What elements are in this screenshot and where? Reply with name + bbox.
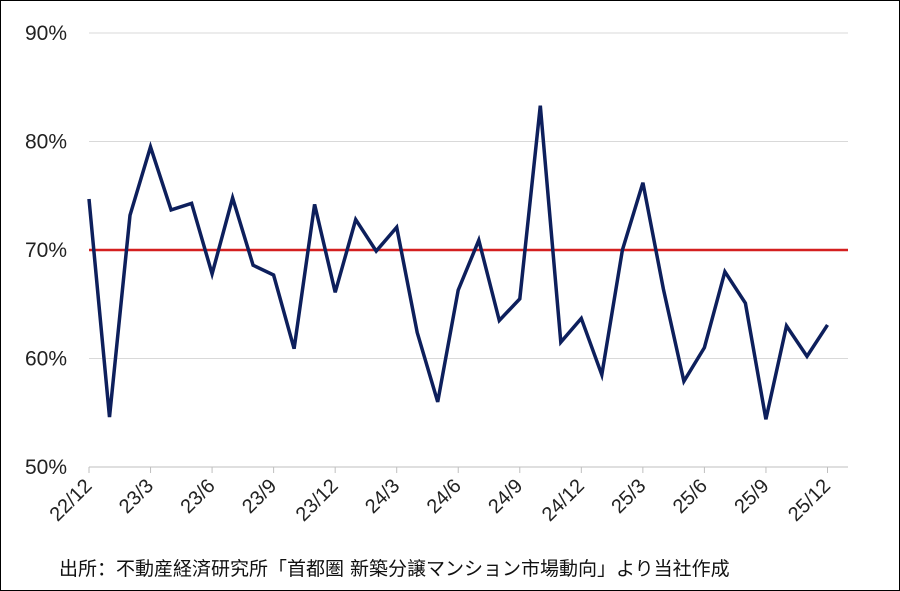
x-tick-label: 23/12 bbox=[292, 475, 343, 526]
gridlines bbox=[89, 32, 848, 359]
x-tick-label: 24/6 bbox=[423, 475, 466, 518]
x-tick-label: 22/12 bbox=[46, 475, 97, 526]
y-tick-label: 70% bbox=[25, 239, 67, 262]
y-tick-label: 80% bbox=[25, 131, 67, 154]
y-tick-label: 90% bbox=[25, 22, 67, 45]
x-tick-label: 23/9 bbox=[238, 475, 281, 518]
x-tick-label: 25/12 bbox=[784, 475, 835, 526]
x-tick-label: 23/6 bbox=[177, 475, 220, 518]
x-tick-label: 25/3 bbox=[607, 475, 650, 518]
x-tick-label: 24/12 bbox=[538, 475, 589, 526]
x-axis-ticks: 22/12 23/3 23/6 23/9 23/12 24/3 24/6 24/9 24/12 2… bbox=[46, 467, 835, 526]
y-tick-label: 50% bbox=[25, 456, 67, 479]
x-tick-label: 25/9 bbox=[730, 475, 773, 518]
series-line bbox=[87, 105, 829, 420]
x-tick-label: 24/3 bbox=[361, 475, 404, 518]
y-tick-label: 60% bbox=[25, 348, 67, 371]
x-tick-label: 24/9 bbox=[484, 475, 527, 518]
x-tick-label: 23/3 bbox=[115, 475, 158, 518]
y-axis-ticks: 50% 60% 70% 80% 90% bbox=[25, 22, 67, 479]
x-tick-label: 25/6 bbox=[669, 475, 712, 518]
source-note: 出所：不動産経済研究所「首都圏 新築分譲マンション市場動向」より当社作成 bbox=[59, 558, 730, 580]
